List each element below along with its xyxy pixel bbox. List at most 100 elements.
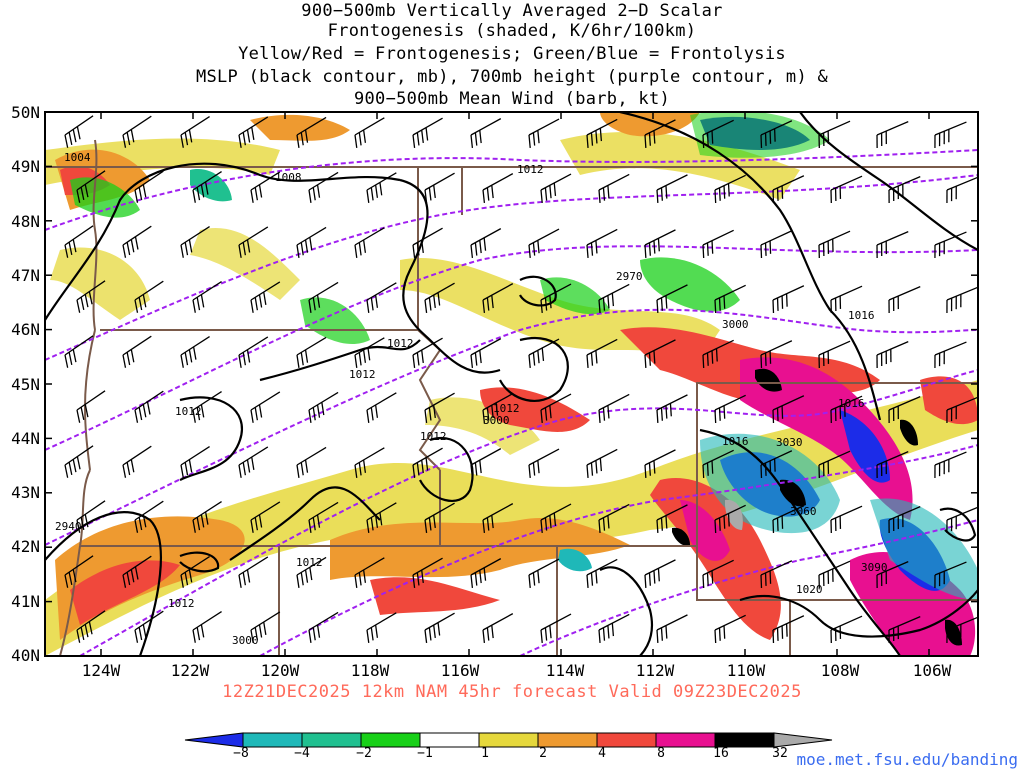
lat-label: 43N xyxy=(11,483,40,502)
wind-barb xyxy=(412,337,443,368)
colorbar-label: 1 xyxy=(481,746,489,761)
colorbar-swatch xyxy=(596,732,657,748)
mslp-label: 1012 xyxy=(175,405,202,418)
wind-barb xyxy=(876,561,909,589)
height-label: 3030 xyxy=(776,436,803,449)
colorbar-label: 2 xyxy=(539,746,547,761)
wind-barb xyxy=(830,395,863,424)
wind-barb xyxy=(354,557,385,588)
state-borders xyxy=(45,139,978,656)
wind-barb xyxy=(134,610,164,643)
wind-barb xyxy=(122,225,152,258)
wind-barb xyxy=(760,230,793,259)
wind-barb xyxy=(934,341,967,369)
wind-barb xyxy=(760,450,793,479)
height-label: 3000 xyxy=(483,414,510,427)
colorbar-label: 8 xyxy=(657,746,665,761)
wind-barb xyxy=(702,119,734,149)
wind-barb xyxy=(192,611,222,643)
wind-barb xyxy=(354,117,385,148)
wind-barb xyxy=(830,505,863,534)
wind-barb xyxy=(470,118,502,148)
wind-barb xyxy=(888,506,921,534)
wind-barb xyxy=(946,506,979,534)
wind-barb xyxy=(598,393,630,424)
wind-barb xyxy=(946,616,979,644)
wind-barb xyxy=(586,228,618,259)
wind-barb xyxy=(424,502,455,533)
height-contours xyxy=(45,149,978,656)
wind-barb xyxy=(818,340,851,369)
mslp-label: 1012 xyxy=(517,163,544,176)
wind-barb xyxy=(64,225,94,258)
lat-label: 40N xyxy=(11,646,40,665)
wind-barb xyxy=(598,613,630,644)
wind-barb xyxy=(366,172,397,203)
colorbar-label: −1 xyxy=(417,746,433,761)
wind-barb xyxy=(76,170,106,203)
height-labels: 2970 3000 3000 3000 3030 3060 3090 2940 xyxy=(55,270,888,647)
wind-barb xyxy=(946,396,979,424)
wind-barb xyxy=(308,281,339,313)
height-label: 2970 xyxy=(616,270,643,283)
wind-barb xyxy=(64,445,94,478)
wind-barb xyxy=(946,286,979,314)
lon-label: 118W xyxy=(351,661,390,680)
title-line-3: Yellow/Red = Frontogenesis; Green/Blue =… xyxy=(238,44,786,64)
height-label: 2940 xyxy=(55,520,82,533)
wind-barb xyxy=(296,336,327,368)
lat-label: 48N xyxy=(11,212,40,231)
wind-barb xyxy=(250,391,281,423)
wind-barb xyxy=(180,556,210,588)
lon-axis: 124W 122W 120W 118W 116W 114W 112W 110W … xyxy=(82,661,952,680)
wind-barb xyxy=(772,615,805,644)
wind-barb xyxy=(366,502,397,533)
wind-barb xyxy=(412,227,443,258)
wind-barb xyxy=(656,394,688,424)
wind-barb xyxy=(656,614,688,644)
wind-barb xyxy=(76,610,106,643)
wind-barb xyxy=(134,280,164,313)
wind-barb xyxy=(876,121,909,149)
mslp-label: 1012 xyxy=(349,368,376,381)
wind-barb xyxy=(760,560,793,589)
wind-barb xyxy=(818,120,851,149)
wind-barb xyxy=(192,171,222,203)
wind-barb xyxy=(888,286,921,314)
mslp-contours xyxy=(45,112,978,656)
wind-barb xyxy=(528,558,560,589)
lat-label: 42N xyxy=(11,537,40,556)
wind-barb xyxy=(424,392,455,423)
wind-barb xyxy=(482,393,514,423)
lon-label: 122W xyxy=(171,661,210,680)
colorbar-swatch xyxy=(714,732,775,748)
lon-label: 116W xyxy=(441,661,480,680)
wind-barb xyxy=(702,559,734,589)
wind-barb xyxy=(598,283,630,314)
colorbar-label: 16 xyxy=(713,746,729,761)
wind-barb xyxy=(586,558,618,589)
height-label: 3000 xyxy=(232,634,259,647)
wind-barb xyxy=(76,280,106,313)
wind-barb xyxy=(876,341,909,369)
mslp-label: 1012 xyxy=(387,337,414,350)
wind-barb xyxy=(470,448,502,478)
mslp-labels: 1004 1008 1012 1012 1012 1012 1012 1012 … xyxy=(64,151,875,610)
wind-barb xyxy=(540,173,572,204)
wind-barb xyxy=(192,281,222,313)
wind-barb xyxy=(134,500,164,533)
wind-barb xyxy=(702,449,734,479)
wind-barb xyxy=(180,336,210,368)
wind-barb xyxy=(830,285,863,314)
lat-label: 45N xyxy=(11,375,40,394)
wind-barb xyxy=(134,390,164,423)
height-label: 3000 xyxy=(722,318,749,331)
wind-barb xyxy=(296,556,327,588)
wind-barb xyxy=(76,390,106,423)
wind-barb xyxy=(122,335,152,368)
website-credit[interactable]: moe.met.fsu.edu/banding xyxy=(796,750,1018,769)
wind-barb xyxy=(644,339,676,369)
title-line-2: Frontogenesis (shaded, K/6hr/100km) xyxy=(327,21,697,41)
wind-barb xyxy=(540,283,572,314)
wind-barb xyxy=(528,118,560,149)
